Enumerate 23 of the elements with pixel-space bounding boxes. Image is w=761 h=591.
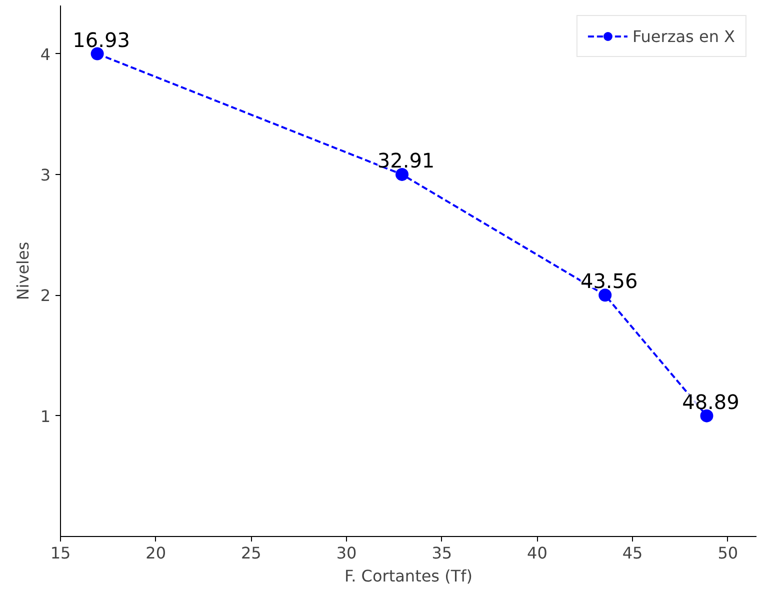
y-axis-title: Niveles (13, 242, 32, 300)
x-axis-title: F. Cortantes (Tf) (344, 566, 473, 586)
x-tick-label: 25 (241, 544, 262, 562)
y-tick-label: 4 (40, 44, 51, 64)
x-tick-label: 20 (146, 544, 166, 562)
annotation: 16.93 (72, 28, 130, 52)
x-tick-label: 45 (622, 544, 643, 562)
annotation: 32.91 (377, 148, 435, 172)
point (90, 47, 104, 60)
legend-label: Fuerzas en X (632, 26, 735, 46)
y-tick-label: 3 (40, 165, 51, 184)
x-tick-label: 50 (718, 544, 738, 562)
x-tick-label: 35 (432, 544, 452, 562)
point (700, 409, 714, 422)
annotation: 43.56 (580, 269, 638, 294)
x-tick-label: 30 (336, 544, 357, 562)
y-tick-label: 1 (40, 406, 51, 426)
x-tick-label: 15 (50, 544, 71, 562)
annotation: 48.89 (682, 390, 740, 414)
point (396, 168, 409, 181)
point (598, 288, 612, 302)
y-tick-label: 2 (40, 286, 51, 306)
x-tick-label: 40 (527, 544, 548, 562)
